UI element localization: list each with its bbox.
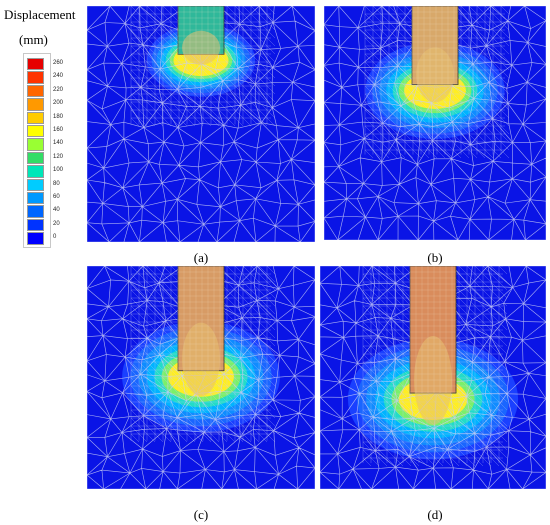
pile-mesh [177,6,224,55]
legend-swatch [27,84,44,98]
pile-mesh [177,266,224,371]
legend-swatch [27,178,44,191]
legend-swatch [27,192,44,205]
pile-stress-zone [414,335,452,425]
caption-a: (a) [193,250,209,265]
legend-tick-label: 100 [53,167,64,174]
legend-swatch [27,232,44,245]
caption-b: (b) [427,250,443,265]
panel-b [324,6,546,240]
legend-tick-label: 140 [53,140,64,147]
legend-tick-label: 180 [53,113,64,120]
legend-swatch [27,58,44,71]
legend-unit: (mm) [19,32,48,47]
legend-tick-label: 220 [53,86,64,93]
legend-swatch [27,138,44,151]
legend-swatch [27,71,44,84]
color-legend: 260 240 220 200 180 160 140 120 100 80 60 40 20 0 [23,53,63,248]
panel-a [87,6,315,242]
legend-tick-label: 80 [53,180,60,187]
legend-tick-label: 160 [53,127,64,133]
pile-stress-zone [182,322,220,396]
legend-tick-label: 0 [53,234,57,241]
pile-mesh [411,6,458,85]
legend-tick-label: 40 [53,207,60,214]
pile-stress-zone [182,30,220,65]
panel-d [320,266,546,489]
legend-swatch [27,205,44,218]
legend-tick-label: 200 [53,100,64,107]
legend-swatch [27,151,44,165]
legend-tick-label: 240 [53,73,64,80]
panel-c [87,266,315,489]
legend-swatch [27,125,44,138]
pile-stress-zone [416,47,454,103]
legend-tick-label: 20 [53,220,60,227]
legend-swatch [27,165,44,178]
legend-tick-label: 60 [53,194,60,200]
caption-d: (d) [427,507,443,522]
pile-mesh [409,266,456,394]
legend-swatch [27,98,44,111]
caption-c: (c) [193,507,209,522]
legend-tick-label: 120 [53,153,64,160]
legend-swatch [27,218,44,232]
legend-swatch [27,111,44,124]
legend-tick-label: 260 [53,60,64,66]
legend-title: Displacement [4,7,76,22]
